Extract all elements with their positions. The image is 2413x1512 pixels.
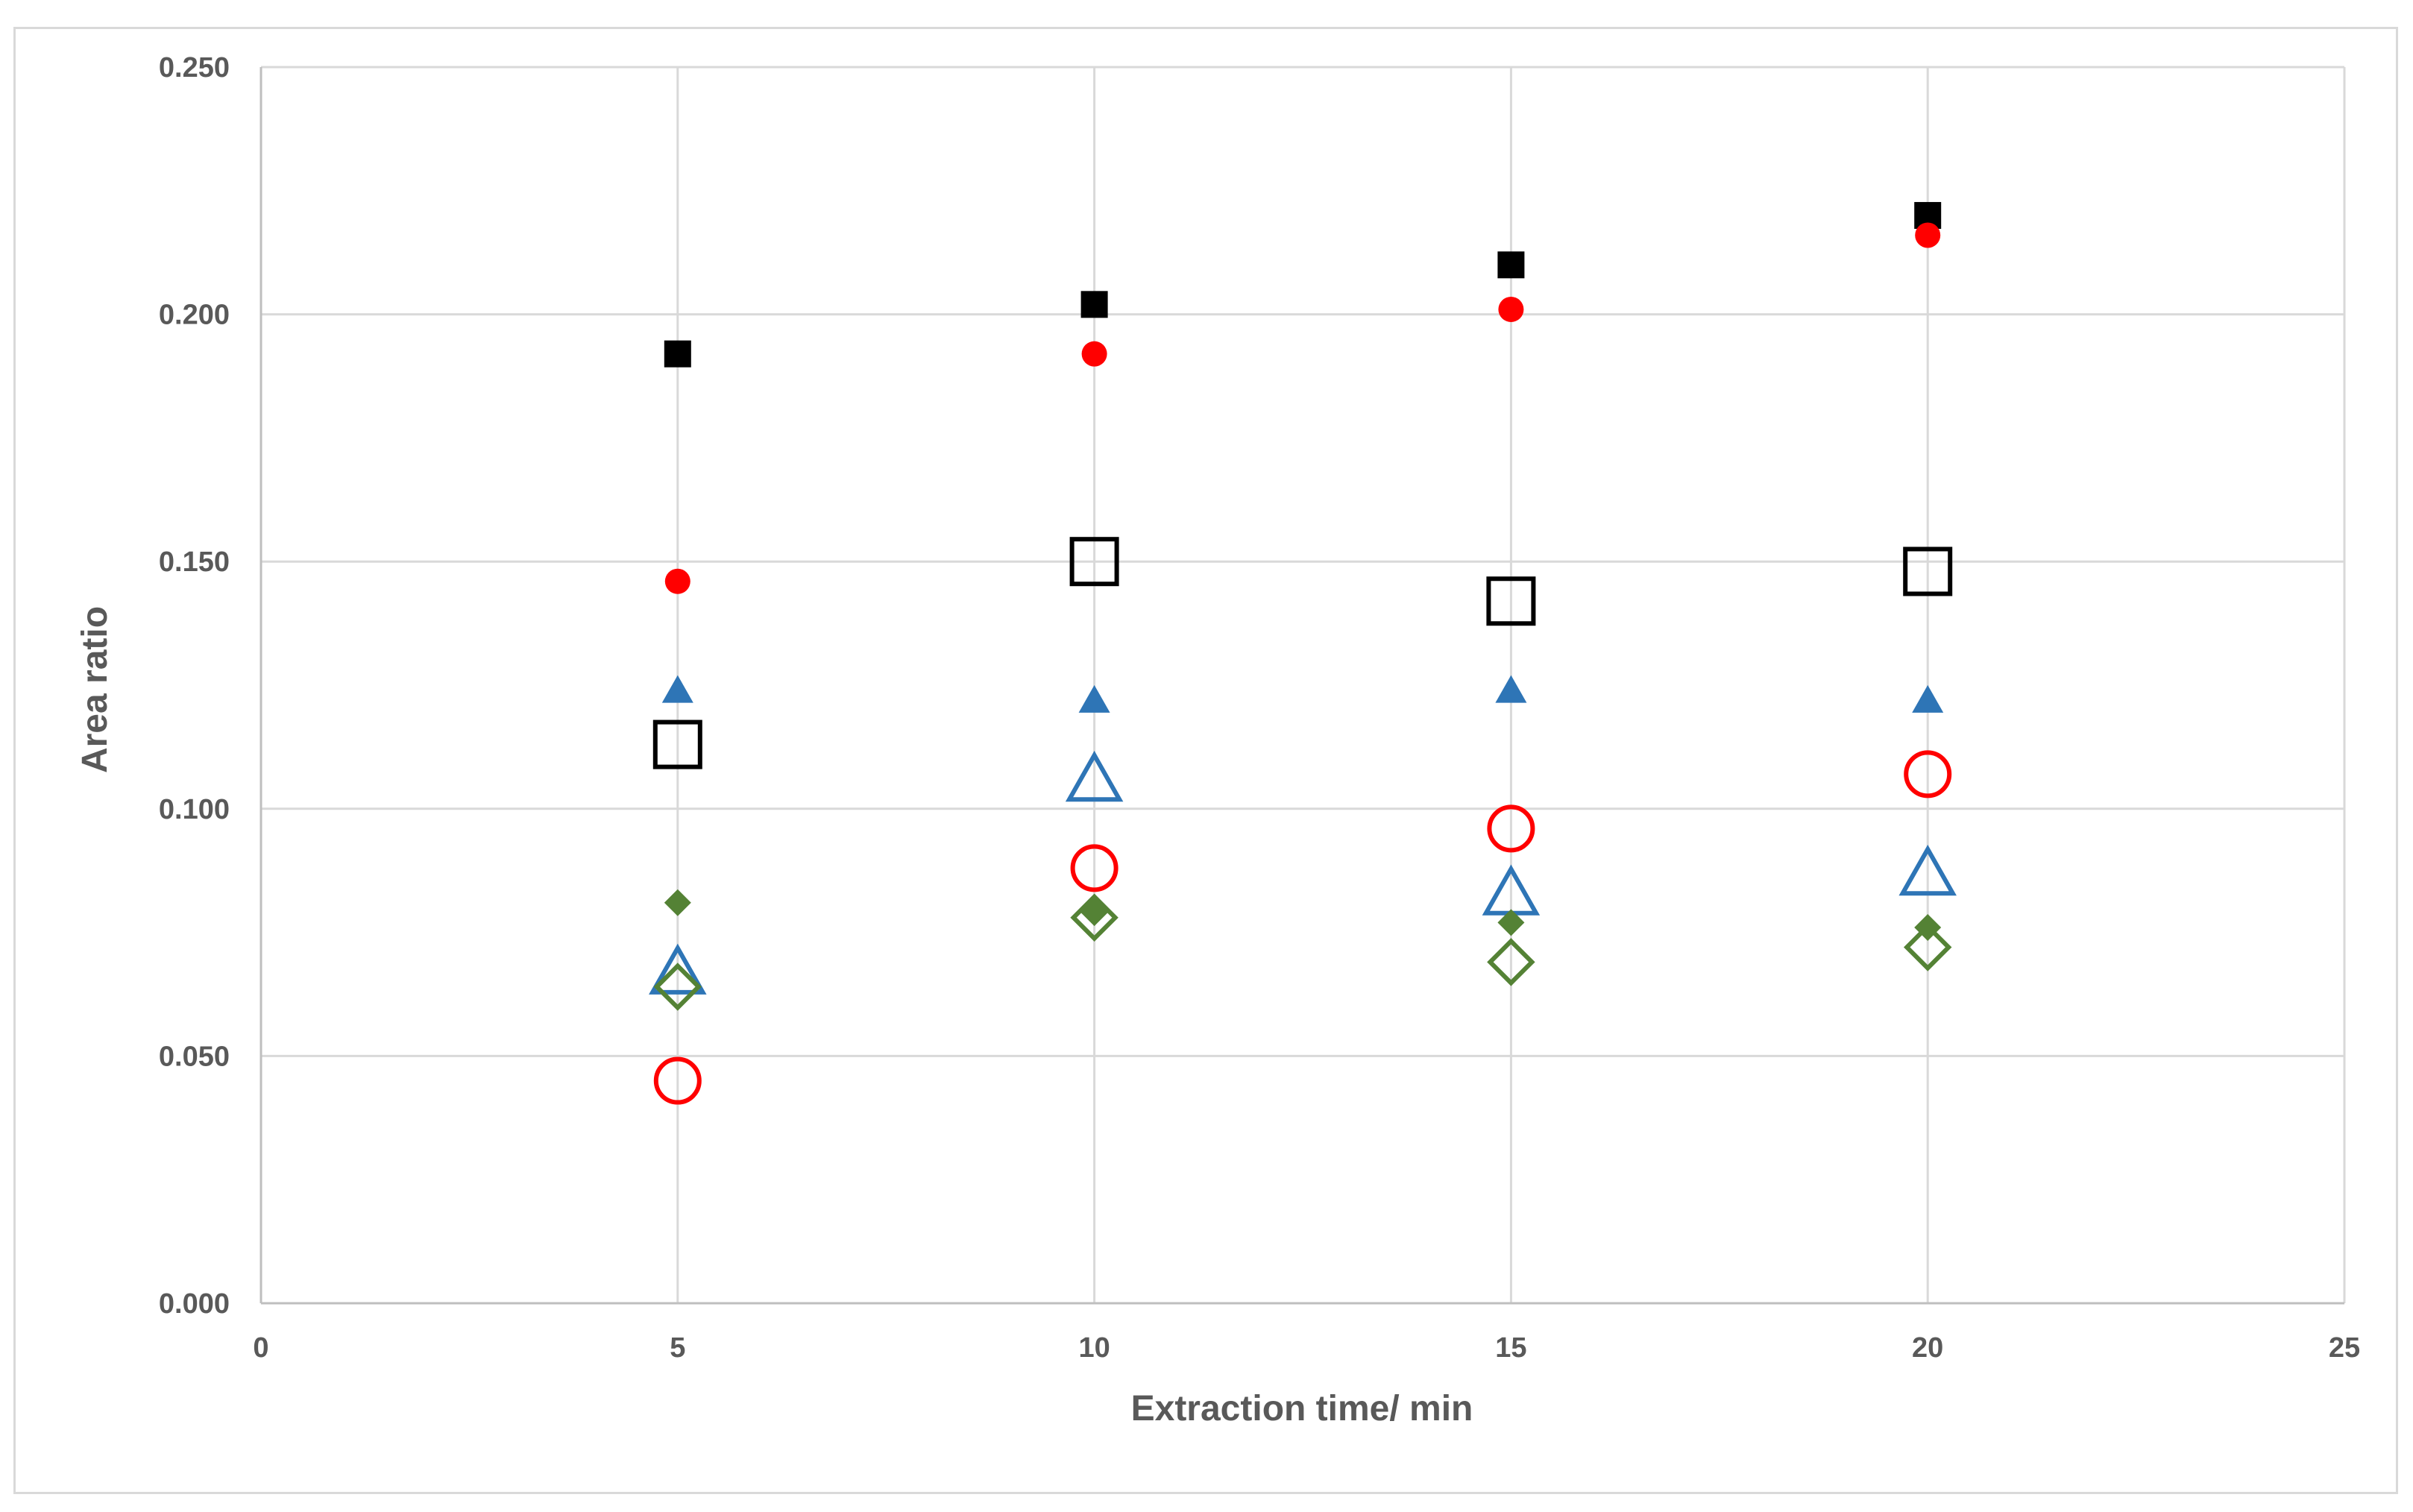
open-circle-marker bbox=[653, 1056, 702, 1105]
filled-square-marker bbox=[1080, 291, 1108, 318]
filled-diamond-marker bbox=[664, 889, 691, 916]
filled-circle-marker bbox=[1081, 341, 1107, 367]
open-diamond-marker bbox=[653, 963, 702, 1011]
x-tick-labels: 0 5 10 15 20 25 bbox=[253, 1332, 2360, 1364]
open-square-marker bbox=[1069, 537, 1119, 587]
x-tick-label: 10 bbox=[1078, 1332, 1110, 1364]
y-tick-label: 0.250 bbox=[159, 52, 230, 84]
axes bbox=[259, 67, 2344, 1305]
filled-diamond-marker bbox=[1497, 909, 1525, 936]
filled-circle-marker bbox=[664, 568, 690, 594]
x-tick-label: 5 bbox=[670, 1332, 685, 1364]
filled-circle-marker bbox=[1498, 296, 1524, 322]
open-triangle-marker bbox=[649, 943, 707, 995]
x-tick-label: 20 bbox=[1912, 1332, 1943, 1364]
filled-square-marker bbox=[664, 340, 691, 368]
open-circle-marker bbox=[1487, 804, 1535, 853]
grid-lines bbox=[261, 66, 2346, 1303]
open-diamond-marker bbox=[1487, 938, 1535, 986]
x-axis-title: Extraction time/ min bbox=[1131, 1389, 1473, 1428]
open-square-marker bbox=[1903, 546, 1953, 596]
y-tick-label: 0.000 bbox=[159, 1288, 230, 1320]
open-triangle-marker bbox=[1898, 844, 1957, 896]
filled-square-marker bbox=[1497, 251, 1525, 279]
open-circle-marker bbox=[1904, 750, 1952, 798]
filled-triangle-marker bbox=[1078, 684, 1110, 713]
open-diamond-marker bbox=[1903, 923, 1952, 971]
open-square-marker bbox=[1486, 576, 1536, 626]
chart-frame bbox=[13, 27, 2398, 1494]
y-tick-label: 0.100 bbox=[159, 794, 230, 825]
filled-triangle-marker bbox=[1912, 684, 1944, 713]
filled-circle-marker bbox=[1915, 222, 1941, 248]
x-tick-label: 25 bbox=[2329, 1332, 2360, 1364]
x-tick-label: 15 bbox=[1495, 1332, 1526, 1364]
filled-triangle-marker bbox=[1495, 675, 1527, 703]
open-diamond-marker bbox=[1070, 893, 1119, 942]
open-circle-marker bbox=[1070, 844, 1119, 892]
open-triangle-marker bbox=[1065, 750, 1124, 802]
y-axis-title: Area ratio bbox=[75, 606, 115, 773]
y-tick-label: 0.050 bbox=[159, 1041, 230, 1072]
data-markers bbox=[649, 201, 1957, 1105]
y-tick-label: 0.200 bbox=[159, 300, 230, 331]
open-square-marker bbox=[652, 719, 702, 769]
x-tick-label: 0 bbox=[253, 1332, 268, 1364]
y-tick-labels: 0.000 0.050 0.100 0.150 0.200 0.250 bbox=[159, 52, 230, 1320]
y-tick-label: 0.150 bbox=[159, 546, 230, 578]
filled-triangle-marker bbox=[661, 675, 693, 703]
